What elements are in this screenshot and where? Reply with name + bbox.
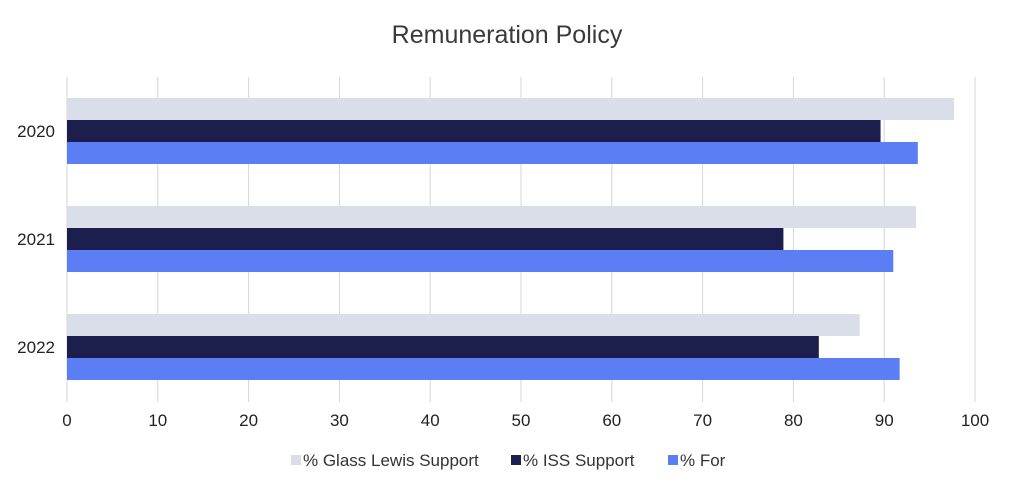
category-labels: 2020 2021 2022 xyxy=(17,122,55,357)
legend: % Glass Lewis Support % ISS Support % For xyxy=(291,451,726,470)
legend-label: % For xyxy=(680,451,726,470)
x-tick-label: 20 xyxy=(239,411,258,430)
x-tick-label: 0 xyxy=(62,411,71,430)
legend-item: % Glass Lewis Support xyxy=(291,451,479,470)
x-axis-tick-labels: 0 10 20 30 40 50 60 70 80 90 100 xyxy=(62,411,989,430)
legend-item: % ISS Support xyxy=(511,451,635,470)
bar xyxy=(67,228,784,250)
x-tick-label: 90 xyxy=(875,411,894,430)
bar xyxy=(67,250,894,272)
x-tick-label: 30 xyxy=(330,411,349,430)
bar xyxy=(67,142,918,164)
category-label: 2021 xyxy=(17,230,55,249)
x-tick-label: 10 xyxy=(148,411,167,430)
legend-item: % For xyxy=(668,451,726,470)
legend-swatch xyxy=(668,455,678,465)
x-tick-label: 40 xyxy=(421,411,440,430)
bar xyxy=(67,314,860,336)
bar xyxy=(67,206,916,228)
x-tick-label: 100 xyxy=(961,411,989,430)
legend-swatch xyxy=(291,455,301,465)
x-tick-label: 50 xyxy=(512,411,531,430)
bar xyxy=(67,336,819,358)
x-tick-label: 80 xyxy=(784,411,803,430)
category-label: 2020 xyxy=(17,122,55,141)
bar xyxy=(67,358,900,380)
legend-swatch xyxy=(511,455,521,465)
x-tick-label: 60 xyxy=(602,411,621,430)
bar xyxy=(67,120,881,142)
bars xyxy=(67,98,955,380)
x-tick-label: 70 xyxy=(693,411,712,430)
category-label: 2022 xyxy=(17,338,55,357)
chart-title: Remuneration Policy xyxy=(392,21,623,49)
legend-label: % ISS Support xyxy=(523,451,635,470)
bar xyxy=(67,98,955,120)
legend-label: % Glass Lewis Support xyxy=(303,451,479,470)
